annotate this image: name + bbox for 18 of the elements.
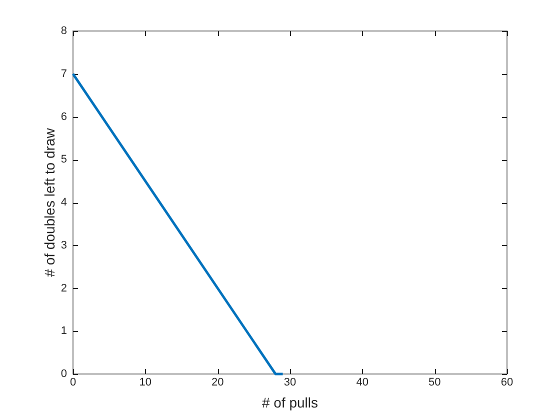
y-tick-label: 1 — [60, 325, 67, 338]
x-tick-label: 60 — [500, 376, 514, 389]
y-tick-label: 8 — [60, 25, 67, 38]
y-tick-label: 5 — [60, 154, 67, 166]
x-axis-title: # of pulls — [262, 394, 318, 410]
y-tick-label: 2 — [60, 282, 67, 294]
y-axis-title: # of doubles left to draw — [41, 127, 58, 277]
x-tick-label: 40 — [356, 376, 368, 389]
y-tick-label: 6 — [60, 110, 67, 123]
x-tick-label: 0 — [70, 376, 76, 389]
x-tick-label: 10 — [139, 376, 152, 389]
y-tick-label: 3 — [60, 239, 67, 252]
x-tick-label: 20 — [212, 376, 224, 389]
y-tick-label: 4 — [60, 196, 67, 209]
x-tick-label: 30 — [284, 376, 296, 389]
y-tick-label: 7 — [60, 68, 67, 80]
y-tick-label: 0 — [60, 368, 67, 380]
x-tick-label: 50 — [428, 376, 441, 389]
